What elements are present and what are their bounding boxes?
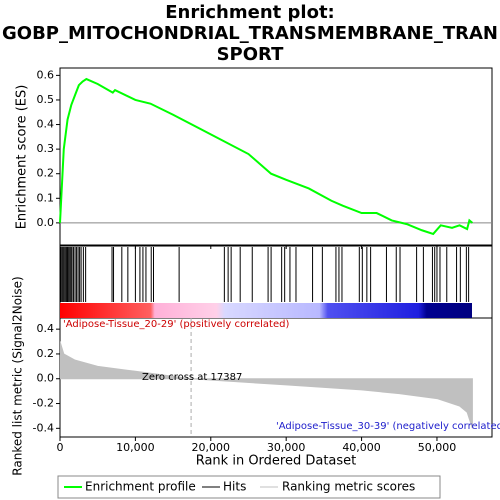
color-bar [60, 303, 472, 318]
x-tick-label: 0 [57, 441, 64, 454]
y-tick-label: 0.4 [37, 118, 55, 131]
es-curve [59, 77, 474, 236]
y-tick-label: 0.0 [37, 216, 55, 229]
y-tick-label: 0.1 [37, 191, 55, 204]
x-tick-label: 50,000 [418, 441, 457, 454]
x-tick-label: 30,000 [267, 441, 306, 454]
y-tick-label: 0.2 [37, 167, 55, 180]
legend-label: Ranking metric scores [282, 480, 415, 494]
y-axis-label: Enrichment score (ES) [15, 85, 30, 230]
y-tick-label: 0.6 [37, 68, 55, 81]
legend-label: Hits [223, 480, 246, 494]
x-tick-label: 10,000 [116, 441, 155, 454]
title: Enrichment plot: [165, 2, 335, 23]
y-tick-label: -0.4 [33, 421, 54, 434]
y-tick-label: 0.3 [37, 142, 55, 155]
y-axis-label: Ranked list metric (Signal2Noise) [11, 276, 25, 475]
metric-area [60, 341, 473, 429]
annotation: Zero cross at 17387 [142, 372, 242, 383]
y-tick-label: 0.2 [37, 347, 55, 360]
title: SPORT [217, 44, 285, 65]
x-tick-label: 20,000 [192, 441, 231, 454]
title: GOBP_MITOCHONDRIAL_TRANSMEMBRANE_TRAN [2, 23, 498, 44]
y-tick-label: -0.2 [33, 397, 54, 410]
y-tick-label: 0.4 [37, 322, 55, 335]
panel-frame [59, 67, 493, 246]
y-tick-label: 0.0 [37, 372, 55, 385]
legend-label: Enrichment profile [85, 480, 196, 494]
annotation: 'Adipose-Tissue_20-29' (positively corre… [63, 319, 289, 330]
legend [57, 475, 441, 499]
annotation: 'Adipose-Tissue_30-39' (negatively corre… [276, 421, 500, 432]
x-axis-label: Rank in Ordered Dataset [196, 454, 357, 469]
y-tick-label: 0.5 [37, 93, 55, 106]
x-tick-label: 40,000 [342, 441, 381, 454]
